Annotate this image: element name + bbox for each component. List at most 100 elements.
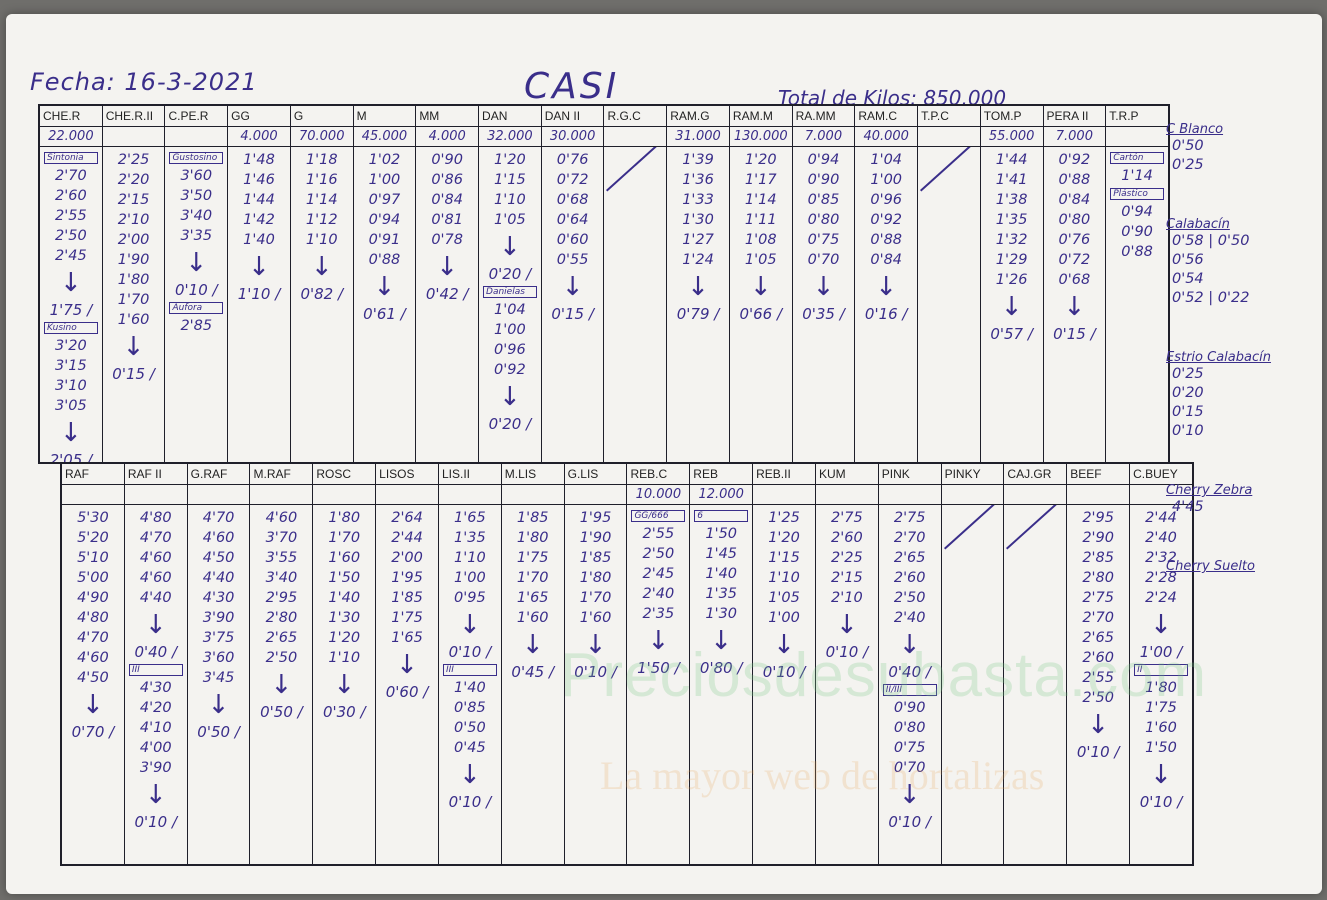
variety-label: 6 bbox=[694, 510, 749, 522]
price-value: 1'04 bbox=[870, 152, 903, 168]
watermark-site: Preciosdesubasta.com bbox=[560, 641, 1208, 710]
price-column: G.LIS 1'95 1'90 1'85 1'80 1'70 1'60 ↓ 0'10 / bbox=[564, 464, 628, 864]
price-value: 2'60 bbox=[55, 188, 87, 204]
price-column: ROSC 1'80 1'70 1'60 1'50 1'40 1'30 1'20 1'10 ↓ 0'3… bbox=[313, 464, 377, 864]
final-price: 0'10 / bbox=[574, 663, 617, 681]
price-value: 0'75 bbox=[893, 740, 926, 756]
final-price: 0'57 / bbox=[990, 325, 1033, 343]
price-value: 0'68 bbox=[556, 192, 589, 208]
price-value: 3'35 bbox=[180, 228, 213, 244]
price-value: 1'65 bbox=[391, 630, 423, 646]
price-column: M.LIS 1'85 1'80 1'75 1'70 1'65 1'60 ↓ 0'45 / bbox=[501, 464, 565, 864]
column-body: 2'44 2'40 2'32 2'28 2'24 ↓ 1'00 / II 1'80 1'75 1'6… bbox=[1130, 505, 1192, 864]
price-value: 3'70 bbox=[265, 530, 298, 546]
down-arrow-icon: ↓ bbox=[185, 248, 208, 278]
price-value: 0'90 bbox=[807, 172, 840, 188]
price-value: 1'80 bbox=[516, 530, 549, 546]
column-kilos bbox=[1106, 127, 1168, 147]
column-header: RAM.M bbox=[729, 106, 792, 127]
price-value: 0'81 bbox=[431, 212, 463, 228]
side-note-label: Cherry Zebra bbox=[1166, 483, 1253, 498]
column-header: CAJ.GR bbox=[1004, 464, 1067, 485]
down-arrow-icon: ↓ bbox=[82, 690, 104, 720]
column-header: G.LIS bbox=[564, 464, 627, 485]
column-header: C.PE.R bbox=[165, 106, 228, 127]
column-kilos bbox=[604, 127, 667, 147]
price-column: PINK 2'75 2'70 2'65 2'60 2'50 2'40 ↓ 0'40 / II/II… bbox=[878, 464, 942, 864]
down-arrow-icon: ↓ bbox=[59, 418, 82, 448]
price-value: 0'68 bbox=[1058, 272, 1091, 288]
price-value: 2'24 bbox=[1145, 590, 1177, 606]
price-value: 3'55 bbox=[265, 550, 298, 566]
column-body: Sintonia 2'70 2'60 2'55 2'50 2'45 ↓ 1'75 / Kusin… bbox=[40, 147, 102, 462]
price-value: 4'60 bbox=[139, 550, 172, 566]
price-value: 1'44 bbox=[995, 152, 1028, 168]
final-price: 0'42 / bbox=[425, 285, 469, 303]
down-arrow-icon: ↓ bbox=[835, 610, 858, 640]
price-value: 2'40 bbox=[642, 586, 675, 602]
price-value: 0'72 bbox=[1058, 252, 1091, 268]
price-value: 2'25 bbox=[831, 550, 863, 566]
price-value: 3'90 bbox=[139, 760, 172, 776]
column-body: 2'75 2'60 2'25 2'15 2'10 ↓ 0'10 / bbox=[816, 505, 878, 864]
price-value: 2'25 bbox=[117, 152, 150, 168]
column-body bbox=[918, 147, 980, 462]
crossed-out-mark bbox=[1004, 508, 1066, 588]
column-kilos bbox=[376, 485, 438, 505]
final-price: 1'50 / bbox=[637, 659, 680, 677]
price-value: 0'84 bbox=[431, 192, 463, 208]
price-column: RAM.M 130.000 1'20 1'17 1'14 1'11 1'08 1'05 ↓ 0'6… bbox=[729, 106, 793, 462]
price-column: LISOS 2'64 2'44 2'00 1'95 1'85 1'75 1'65 ↓ 0'60 / bbox=[376, 464, 439, 864]
final-price: 0'66 / bbox=[739, 305, 783, 323]
price-value: 1'14 bbox=[305, 192, 338, 208]
price-value: 3'45 bbox=[202, 670, 235, 686]
price-value: 4'40 bbox=[139, 590, 172, 606]
column-header: GG bbox=[228, 106, 290, 127]
price-value: 4'70 bbox=[139, 530, 172, 546]
down-arrow-icon: ↓ bbox=[207, 690, 230, 720]
price-value: 2'85 bbox=[180, 318, 213, 334]
price-value: 0'95 bbox=[454, 590, 486, 606]
column-header: T.P.C bbox=[918, 106, 980, 127]
column-header: CHE.R bbox=[40, 106, 102, 127]
price-value: 0'55 bbox=[556, 252, 589, 268]
column-kilos: 31.000 bbox=[667, 127, 729, 147]
final-price: 0'20 / bbox=[488, 265, 532, 283]
down-arrow-icon: ↓ bbox=[710, 626, 733, 656]
price-value: 1'44 bbox=[243, 192, 275, 208]
column-kilos bbox=[250, 485, 313, 505]
price-value: 1'29 bbox=[995, 252, 1028, 268]
final-price: 0'79 / bbox=[676, 305, 720, 323]
column-header: RAF II bbox=[124, 464, 187, 485]
side-note-value: 0'10 bbox=[1172, 423, 1204, 439]
price-value: 5'20 bbox=[77, 530, 109, 546]
column-kilos bbox=[124, 485, 187, 505]
column-header: PINKY bbox=[941, 464, 1004, 485]
column-header: MM bbox=[416, 106, 479, 127]
column-kilos: 32.000 bbox=[479, 127, 541, 147]
column-kilos: 45.000 bbox=[353, 127, 416, 147]
bottom-price-table: RAF 5'30 5'20 5'10 5'00 4'90 4'80 4'70 4'60 4'50 ↓… bbox=[60, 462, 1194, 866]
price-value: 0'75 bbox=[807, 232, 840, 248]
price-column: C.PE.R Gustosino 3'60 3'50 3'40 3'35 ↓ 0'10 / Au… bbox=[165, 106, 229, 462]
column-kilos bbox=[438, 485, 501, 505]
column-kilos bbox=[102, 127, 165, 147]
price-value: 0'72 bbox=[556, 172, 589, 188]
price-column: REB.C 10.000 GG/666 2'55 2'50 2'45 2'40 2'35 ↓ 1'… bbox=[627, 464, 691, 864]
crossed-out-mark bbox=[918, 150, 980, 230]
column-body: 1'20 1'15 1'10 1'05 ↓ 0'20 / Danielas 1'04 1'00 0… bbox=[479, 147, 541, 462]
column-kilos bbox=[62, 485, 124, 505]
price-value: 1'65 bbox=[516, 590, 549, 606]
column-body: 4'70 4'60 4'50 4'40 4'30 3'90 3'75 3'60 3'45 ↓ 0'5… bbox=[188, 505, 250, 864]
price-value: 4'50 bbox=[202, 550, 235, 566]
side-note-value: 0'15 bbox=[1172, 404, 1204, 420]
price-value: 1'12 bbox=[305, 212, 338, 228]
price-value: 0'76 bbox=[556, 152, 589, 168]
price-value: 1'00 bbox=[768, 610, 800, 626]
price-value: 1'25 bbox=[768, 510, 800, 526]
price-value: 4'80 bbox=[139, 510, 172, 526]
price-value: 1'10 bbox=[305, 232, 338, 248]
side-note-label: Estrio Calabacín bbox=[1166, 350, 1271, 365]
final-price: 0'20 / bbox=[488, 415, 532, 433]
price-value: 4'10 bbox=[139, 720, 172, 736]
